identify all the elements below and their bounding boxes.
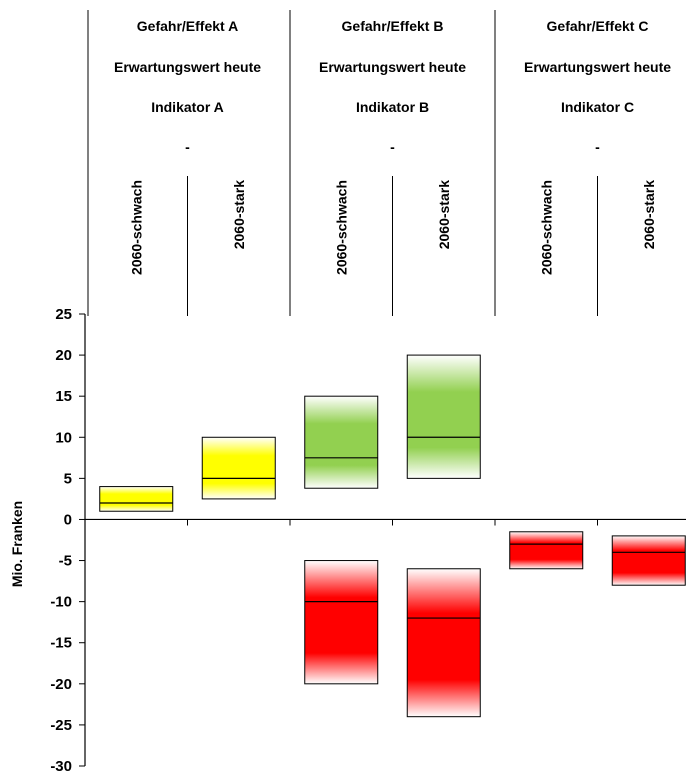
category-label: 2060-schwach — [128, 180, 144, 275]
range-box — [201, 436, 276, 500]
range-box — [304, 560, 379, 685]
y-tick-label: -30 — [50, 758, 72, 771]
group-title: Gefahr/Effekt A — [137, 18, 238, 34]
group-indicator: Indikator A — [151, 99, 224, 115]
axes-layer: 25 20 15 10 5 0 -5 -10 -15 -20 -25 -30 — [50, 306, 686, 771]
y-tick-label: 15 — [55, 388, 72, 405]
group-indicator: Indikator C — [561, 99, 634, 115]
group-title: Gefahr/Effekt B — [342, 18, 444, 34]
group-today-value: - — [185, 139, 190, 155]
category-label: 2060-stark — [641, 180, 657, 249]
boxes-layer — [99, 354, 686, 718]
group-measure: Erwartungswert heute — [114, 59, 261, 75]
y-tick-label: -15 — [50, 635, 72, 652]
category-label: 2060-stark — [436, 180, 452, 249]
group-measure: Erwartungswert heute — [319, 59, 466, 75]
group-title: Gefahr/Effekt C — [547, 18, 649, 34]
category-label: 2060-stark — [231, 180, 247, 249]
y-tick-label: 0 — [64, 511, 72, 528]
range-box — [99, 486, 174, 512]
header-layer: Gefahr/Effekt A Erwartungswert heute Indik… — [87, 10, 671, 316]
category-label: 2060-schwach — [333, 180, 349, 275]
range-box — [509, 531, 584, 570]
y-tick-label: 5 — [64, 470, 72, 487]
range-box — [406, 354, 481, 479]
y-tick-label: -5 — [59, 553, 72, 570]
y-tick-label: -20 — [50, 676, 72, 693]
group-measure: Erwartungswert heute — [524, 59, 671, 75]
group-today-value: - — [390, 139, 395, 155]
range-box — [304, 395, 379, 489]
y-axis-label: Mio. Franken — [9, 501, 25, 587]
y-tick-label: 20 — [55, 347, 72, 364]
y-tick-label: 25 — [55, 306, 72, 323]
group-today-value: - — [595, 139, 600, 155]
y-tick-label: -10 — [50, 594, 72, 611]
range-box — [406, 568, 481, 718]
y-tick-label: 10 — [55, 429, 72, 446]
group-indicator: Indikator B — [356, 99, 429, 115]
category-label: 2060-schwach — [538, 180, 554, 275]
y-tick-label: -25 — [50, 717, 72, 734]
range-box — [611, 535, 686, 586]
